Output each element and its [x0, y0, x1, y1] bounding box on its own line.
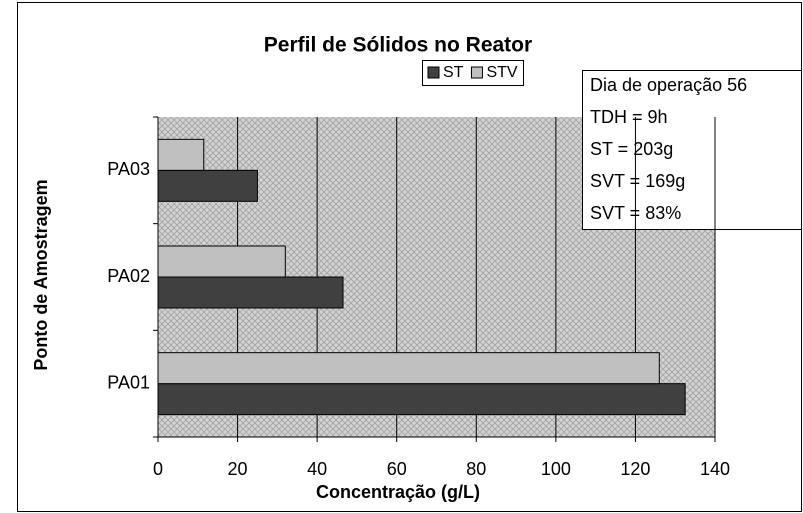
x-tick-label: 40 [307, 459, 327, 479]
bar [157, 276, 344, 309]
y-axis-title: Ponto de Amostragem [31, 179, 51, 370]
annotation: ST = 203g [590, 139, 673, 159]
x-tick-label: 80 [466, 459, 486, 479]
bar [157, 383, 686, 416]
x-axis-title: Concentração (g/L) [316, 482, 480, 502]
y-tick-label: PA01 [107, 372, 150, 392]
annotation: SVT = 169g [590, 171, 685, 191]
x-tick-label: 0 [153, 459, 163, 479]
chart-title: Perfil de Sólidos no Reator [264, 34, 532, 57]
legend-label: ST [443, 64, 464, 81]
annotation: TDH = 9h [590, 107, 668, 127]
legend-swatch [427, 66, 440, 79]
bar [157, 352, 660, 385]
bar [157, 245, 286, 278]
annotation: Dia de operação 56 [590, 75, 747, 95]
x-tick-label: 20 [228, 459, 248, 479]
annotation-box [582, 70, 802, 230]
legend-swatch [470, 66, 483, 79]
bar [157, 138, 205, 171]
legend-label: STV [486, 64, 517, 81]
y-tick-label: PA02 [107, 266, 150, 286]
y-tick-label: PA03 [107, 159, 150, 179]
x-tick-label: 140 [700, 459, 730, 479]
x-tick-label: 120 [620, 459, 650, 479]
x-tick-label: 100 [541, 459, 571, 479]
x-tick-label: 60 [387, 459, 407, 479]
annotation: SVT = 83% [590, 203, 681, 223]
bar [157, 169, 258, 202]
